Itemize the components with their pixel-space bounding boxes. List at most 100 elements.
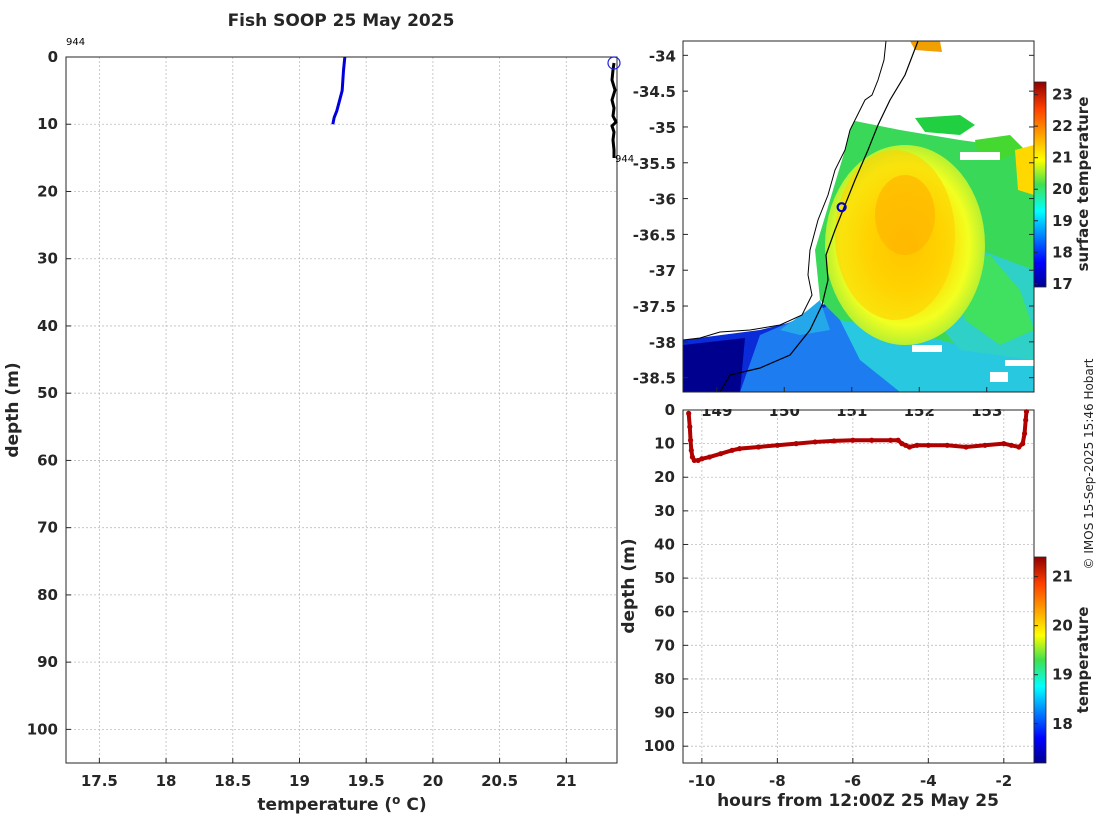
depth-time-y-ticks: 0 10 20 30 40 50 60 70 80 90 100 <box>644 401 688 755</box>
depth-time-point <box>737 446 743 452</box>
map-colorbar <box>1033 81 1047 288</box>
figure-title: Fish SOOP 25 May 2025 <box>228 11 455 31</box>
depth-time-point <box>687 424 693 430</box>
depth-time-y-tick-label: 10 <box>654 435 675 453</box>
profile-y-ticks: 0 10 20 30 40 50 60 70 80 90 100 <box>27 48 71 738</box>
profile-y-tick-label: 90 <box>37 653 58 671</box>
depth-time-y-tick-label: 20 <box>654 468 675 486</box>
map-position-marker <box>836 202 847 213</box>
profile-x-tick-label: 18.5 <box>214 772 251 790</box>
depth-time-x-tick-label: -4 <box>920 772 937 790</box>
depth-time-point <box>914 442 920 448</box>
depth-time-x-ticks: -10 -8 -6 -4 -2 <box>688 758 1012 790</box>
depth-time-point <box>982 442 988 448</box>
depth-time-colorbar-label: temperature <box>1074 607 1092 714</box>
depth-time-point <box>686 410 692 416</box>
depth-time-point <box>793 441 799 447</box>
depth-time-point <box>729 447 735 453</box>
map-panel: -34 -34.5 -35 -35.5 -36 -36.5 -37 -37.5 -38 -38.5… <box>633 40 1092 420</box>
depth-time-colorbar-tick-label: 19 <box>1052 666 1073 684</box>
depth-time-y-tick-label: 90 <box>654 704 675 722</box>
depth-time-colorbar-ticks: 18 19 20 21 <box>1034 568 1073 733</box>
map-colorbar-tick-label: 22 <box>1052 117 1073 135</box>
map-colorbar-tick-label: 23 <box>1052 86 1073 104</box>
map-lon-tick-label: 150 <box>769 402 800 420</box>
map-lon-tick-label: 152 <box>904 402 935 420</box>
map-lat-tick-label: -34.5 <box>633 83 676 101</box>
depth-time-point <box>850 437 856 443</box>
map-lat-tick-label: -35 <box>649 119 676 137</box>
profile-y-tick-label: 20 <box>37 182 58 200</box>
depth-time-y-tick-label: 80 <box>654 670 675 688</box>
depth-time-axes-box <box>682 409 1035 764</box>
map-lat-tick-label: -34 <box>649 47 676 65</box>
depth-time-point <box>925 442 931 448</box>
profile-x-tick-label: 21 <box>556 772 577 790</box>
profile-y-label: depth (m) <box>3 362 23 457</box>
profile-annotation-top: 944 <box>66 37 85 48</box>
depth-time-point <box>944 442 950 448</box>
depth-time-grid <box>683 409 1034 763</box>
map-colorbar-label: surface temperature <box>1074 97 1092 272</box>
map-lon-tick-label: 149 <box>701 402 732 420</box>
depth-time-y-tick-label: 70 <box>654 636 675 654</box>
profile-y-tick-label: 70 <box>37 519 58 537</box>
depth-time-x-tick-label: -6 <box>845 772 862 790</box>
map-lat-tick-label: -38.5 <box>633 370 676 388</box>
depth-time-point <box>887 437 894 443</box>
map-lat-tick-label: -38 <box>649 334 676 352</box>
profile-x-ticks: 17.5 18 18.5 19 19.5 20 20.5 21 <box>81 758 577 790</box>
profile-x-tick-label: 19 <box>289 772 310 790</box>
profile-x-tick-label: 18 <box>156 772 177 790</box>
depth-time-point <box>706 454 713 460</box>
depth-time-point <box>1023 417 1029 423</box>
profile-y-tick-label: 60 <box>37 451 58 469</box>
depth-time-point <box>699 456 705 462</box>
map-lat-tick-label: -37 <box>649 262 676 280</box>
profile-y-tick-label: 30 <box>37 250 58 268</box>
profile-temperature-line <box>331 56 347 125</box>
depth-time-panel: -10 -8 -6 -4 -2 0 10 20 30 40 50 60 70 80 90 100 hours… <box>619 401 1092 811</box>
depth-time-point <box>718 451 724 457</box>
depth-time-point <box>963 444 969 450</box>
depth-time-point <box>688 447 694 453</box>
depth-time-point <box>1023 409 1030 415</box>
depth-time-y-label: depth (m) <box>619 538 639 633</box>
depth-time-point <box>1001 441 1007 447</box>
profile-x-label: temperature (o C) <box>257 793 426 815</box>
depth-time-x-tick-label: -10 <box>688 772 715 790</box>
depth-time-point <box>691 457 697 464</box>
profile-y-tick-label: 40 <box>37 317 58 335</box>
map-lon-tick-label: 153 <box>971 402 1002 420</box>
depth-time-y-tick-label: 60 <box>654 603 675 621</box>
map-lon-ticks: 149 150 151 152 153 <box>680 387 1040 420</box>
depth-time-y-tick-label: 100 <box>644 737 675 755</box>
profile-position-marker <box>607 56 621 70</box>
depth-time-point <box>1021 430 1028 437</box>
map-lon-tick-label: 151 <box>836 402 867 420</box>
depth-time-point <box>1020 441 1026 447</box>
depth-time-point <box>869 437 875 443</box>
depth-time-colorbar <box>1033 556 1047 764</box>
depth-time-point <box>812 439 818 445</box>
depth-time-points <box>686 409 1030 464</box>
map-colorbar-tick-label: 17 <box>1052 275 1073 293</box>
profile-x-tick-label: 17.5 <box>81 772 118 790</box>
profile-track-line <box>610 62 618 158</box>
profile-x-tick-label: 20 <box>422 772 443 790</box>
profile-y-tick-label: 100 <box>27 720 58 738</box>
map-colorbar-tick-label: 18 <box>1052 243 1073 261</box>
profile-grid <box>66 56 617 763</box>
map-lat-tick-label: -37.5 <box>633 298 676 316</box>
credit-text: © IMOS 15-Sep-2025 15:46 Hobart <box>1082 358 1096 569</box>
profile-y-tick-label: 80 <box>37 586 58 604</box>
profile-panel: 17.5 18 18.5 19 19.5 20 20.5 21 0 10 20 30 40 50 60 70… <box>3 37 634 815</box>
profile-x-tick-label: 19.5 <box>348 772 385 790</box>
depth-time-y-tick-label: 30 <box>654 502 675 520</box>
depth-time-point <box>687 437 694 443</box>
depth-time-point <box>906 444 913 450</box>
profile-annotation-right: 944 <box>615 154 634 165</box>
map-colorbar-tick-label: 21 <box>1052 149 1073 167</box>
profile-y-tick-label: 50 <box>37 384 58 402</box>
